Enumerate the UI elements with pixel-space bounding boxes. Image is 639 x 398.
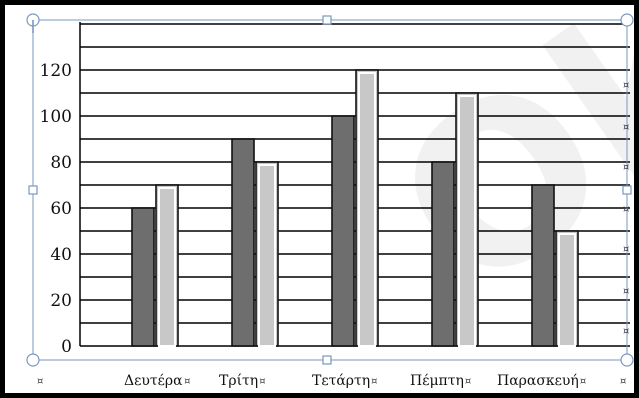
cell-mark: ¤: [259, 376, 265, 387]
selection-frame[interactable]: [26, 13, 634, 367]
x-category-label: Παρασκευή: [497, 373, 579, 389]
cell-mark: ¤: [623, 80, 629, 91]
cell-mark: ¤: [580, 376, 586, 387]
resize-handle: [322, 355, 332, 365]
cell-mark: ¤: [623, 122, 629, 133]
cell-marks: ¤ ¤ ¤ ¤ ¤ ¤ ¤ ¤ ¤: [37, 80, 629, 387]
resize-handle: [622, 185, 632, 195]
y-tick-label: 0: [61, 337, 72, 357]
cell-mark: ¤: [623, 286, 629, 297]
cell-mark: ¤: [37, 376, 43, 387]
x-category-label: Πέμπτη: [410, 372, 464, 389]
bar-highlight: [458, 95, 476, 347]
bar: [131, 207, 155, 347]
cell-mark: ¤: [623, 204, 629, 215]
y-axis-ticks: 0 20 40 60 80 100 120: [40, 61, 72, 357]
cell-mark: ¤: [620, 376, 626, 387]
bar: [231, 138, 255, 347]
cell-mark: ¤: [371, 376, 377, 387]
cell-mark: ¤: [623, 326, 629, 337]
resize-handle: [322, 15, 332, 25]
resize-handle: [26, 353, 40, 367]
bar-highlight: [158, 187, 176, 347]
watermark-text: Ok: [353, 0, 639, 343]
cell-mark: ¤: [623, 244, 629, 255]
cell-mark: ¤: [623, 162, 629, 173]
x-category-label: Τετάρτη: [312, 373, 370, 389]
y-tick-label: 120: [40, 61, 72, 81]
resize-handle: [620, 13, 634, 27]
cell-mark: ¤: [184, 376, 190, 387]
x-category-label: Τρίτη: [219, 372, 258, 389]
bars: [131, 69, 579, 347]
bar-highlight: [358, 72, 376, 347]
y-tick-label: 80: [50, 153, 72, 173]
resize-handle: [620, 353, 634, 367]
y-tick-label: 100: [40, 107, 72, 127]
bar: [331, 115, 355, 347]
cell-mark: ¤: [465, 376, 471, 387]
bar: [531, 184, 555, 347]
y-tick-label: 20: [50, 291, 72, 311]
x-axis-labels: Δευτέρα ¤ Τρίτη ¤ Τετάρτη ¤ Πέμπτη ¤ Παρασκευή ¤: [124, 372, 586, 389]
x-category-label: Δευτέρα: [124, 372, 183, 389]
bar: [431, 161, 455, 347]
resize-handle: [28, 185, 38, 195]
bar-highlight: [258, 164, 276, 347]
bar-highlight: [558, 233, 576, 347]
y-tick-label: 40: [50, 245, 72, 265]
y-tick-label: 60: [50, 199, 72, 219]
